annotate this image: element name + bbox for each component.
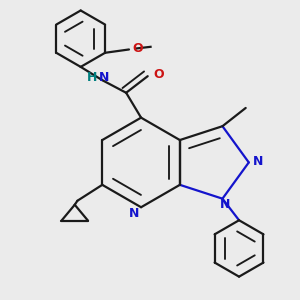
Text: H: H (87, 71, 98, 84)
Text: N: N (129, 207, 139, 220)
Text: N: N (253, 155, 263, 168)
Text: O: O (154, 68, 164, 81)
Text: O: O (132, 42, 143, 55)
Text: N: N (220, 198, 230, 211)
Text: N: N (99, 71, 109, 84)
